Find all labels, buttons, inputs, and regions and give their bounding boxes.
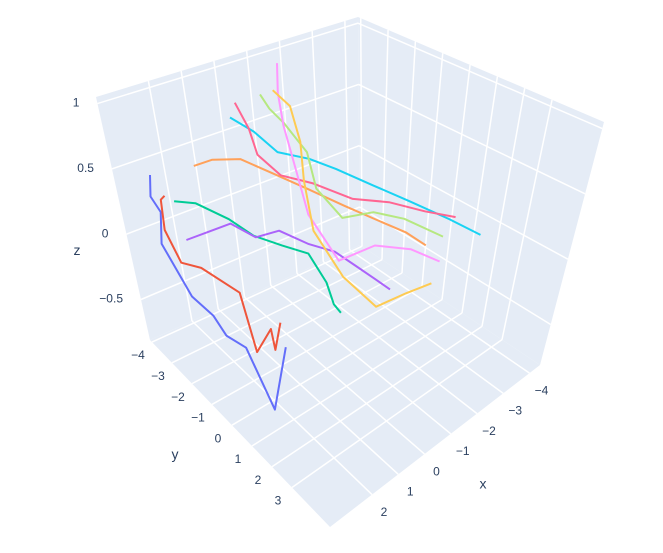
z-tick-label: 1 <box>73 96 80 110</box>
x-tick-label: −3 <box>508 404 522 418</box>
z-tick-label: 0.5 <box>77 161 94 175</box>
grid-line <box>231 299 443 426</box>
x-tick-label: −2 <box>482 424 496 438</box>
scene-grid <box>97 18 603 496</box>
grid-line <box>296 272 478 415</box>
traces <box>149 63 481 411</box>
y-tick-label: −2 <box>171 390 185 404</box>
scene-walls <box>96 17 604 527</box>
grid-line <box>291 339 503 489</box>
grid-line <box>217 308 399 475</box>
trace-line <box>193 158 427 247</box>
y-tick-label: −1 <box>191 411 205 425</box>
x-axis-title: x <box>480 476 487 492</box>
x-tick-label: −1 <box>456 444 470 458</box>
y-tick-label: 0 <box>215 431 222 445</box>
grid-line <box>111 83 359 170</box>
trace-line <box>276 63 440 263</box>
grid-line <box>191 272 403 385</box>
grid-line <box>322 261 504 394</box>
y-tick-label: −3 <box>151 369 165 383</box>
y-tick-label: −4 <box>131 348 145 362</box>
grid-line <box>358 83 586 195</box>
y-axis-title: y <box>172 446 179 462</box>
grid-line <box>140 206 360 301</box>
grid-line <box>271 325 483 468</box>
trace-line <box>186 222 391 291</box>
grid-line <box>358 145 569 260</box>
y-tick-label: 2 <box>255 473 262 487</box>
trace-line <box>259 93 444 238</box>
trace-line <box>159 195 282 354</box>
y-tick-label: 3 <box>275 494 282 508</box>
x-tick-label: −4 <box>535 383 549 397</box>
grid-line <box>270 284 452 435</box>
wall-y <box>96 17 360 340</box>
x-tick-label: 2 <box>381 505 388 519</box>
trace-line <box>272 89 432 308</box>
x-tick-label: 1 <box>407 485 414 499</box>
floor <box>150 245 540 527</box>
trace-line <box>149 174 287 411</box>
x-tick-label: 0 <box>433 464 440 478</box>
grid-line <box>251 312 463 447</box>
grid-line <box>126 145 360 235</box>
grid-line <box>171 258 383 364</box>
y-tick-label: 1 <box>235 452 242 466</box>
grid-line <box>357 22 603 130</box>
z-axis-title: z <box>74 242 81 258</box>
z-tick-label: −0.5 <box>99 292 123 306</box>
trace-line <box>174 200 342 314</box>
z-tick-label: 0 <box>102 226 109 240</box>
grid-line <box>244 296 425 455</box>
grid-line <box>349 249 530 374</box>
grid-line <box>151 245 363 343</box>
grid-line <box>191 320 373 496</box>
grid-line <box>97 22 359 105</box>
grid-line <box>211 285 423 406</box>
trace-line <box>233 102 456 219</box>
